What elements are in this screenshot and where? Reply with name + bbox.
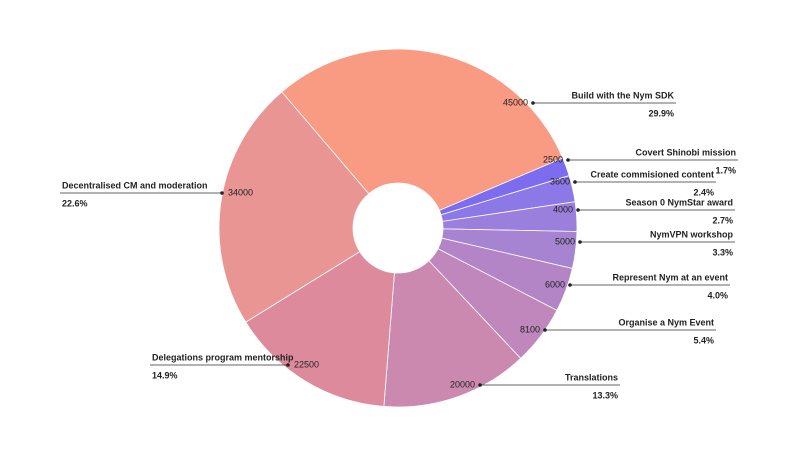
percent-label: 1.7%: [715, 165, 736, 175]
leader-dot: [576, 208, 580, 212]
value-label: 4000: [553, 204, 573, 214]
leader-dot: [286, 363, 290, 367]
category-label: NymVPN workshop: [650, 229, 734, 239]
percent-label: 13.3%: [592, 390, 618, 400]
percent-label: 3.3%: [712, 247, 733, 257]
percent-label: 5.4%: [693, 335, 714, 345]
slice: [218, 91, 370, 323]
leader-dot: [568, 283, 572, 287]
category-label: Season 0 NymStar award: [625, 197, 733, 207]
percent-label: 2.7%: [712, 215, 733, 225]
value-label: 34000: [228, 187, 253, 197]
percent-label: 29.9%: [648, 108, 674, 118]
percent-label: 14.9%: [152, 370, 178, 380]
leader-dot: [573, 180, 577, 184]
leader-dot: [566, 158, 570, 162]
category-label: Decentralised CM and moderation: [62, 180, 208, 190]
value-label: 5000: [555, 236, 575, 246]
category-label: Covert Shinobi mission: [635, 147, 736, 157]
category-label: Delegations program mentorship: [152, 352, 294, 362]
leader-dot: [543, 328, 547, 332]
percent-label: 4.0%: [707, 290, 728, 300]
value-label: 20000: [450, 379, 475, 389]
value-label: 45000: [503, 97, 528, 107]
value-label: 8100: [520, 324, 540, 334]
category-label: Translations: [565, 372, 618, 382]
value-label: 6000: [545, 279, 565, 289]
category-label: Represent Nym at an event: [612, 272, 728, 282]
leader-dot: [478, 383, 482, 387]
category-label: Organise a Nym Event: [618, 317, 714, 327]
value-label: 3600: [550, 176, 570, 186]
percent-label: 22.6%: [62, 198, 88, 208]
category-label: Create commisioned content: [590, 169, 714, 179]
value-label: 22500: [294, 359, 319, 369]
percent-label: 2.4%: [693, 187, 714, 197]
leader-dot: [531, 101, 535, 105]
value-label: 2500: [543, 154, 563, 164]
leader-dot: [578, 240, 582, 244]
leader-dot: [220, 191, 224, 195]
slice: [245, 251, 395, 407]
slice: [383, 260, 522, 408]
slice: [281, 48, 564, 211]
category-label: Build with the Nym SDK: [571, 90, 674, 100]
